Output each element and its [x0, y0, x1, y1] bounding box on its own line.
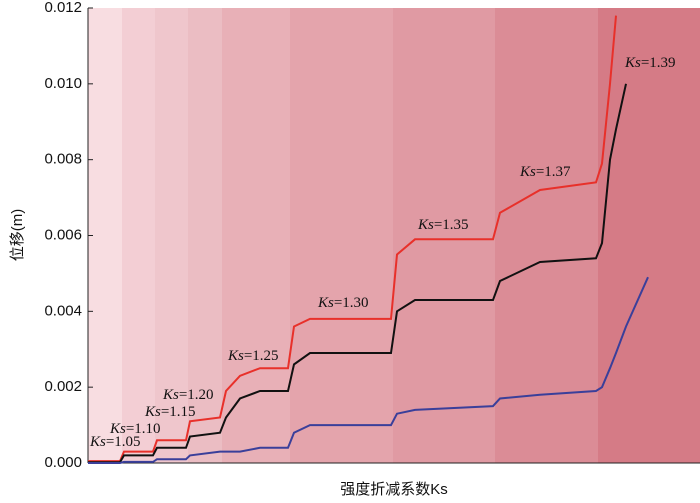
- y-tick-label: 0.000: [44, 454, 82, 471]
- band: [155, 8, 188, 463]
- band: [598, 8, 700, 463]
- annotation: Ks=1.35: [417, 217, 469, 233]
- annotation: Ks=1.20: [162, 387, 214, 403]
- y-axis-label: 位移(m): [9, 209, 26, 262]
- band: [122, 8, 155, 463]
- band: [188, 8, 222, 463]
- y-tick-label: 0.012: [44, 0, 82, 16]
- y-tick-label: 0.008: [44, 151, 82, 168]
- y-tick-label: 0.006: [44, 226, 82, 243]
- annotation: Ks=1.15: [144, 404, 196, 420]
- annotation: Ks=1.30: [317, 295, 369, 311]
- line: [88, 15, 617, 463]
- band: [222, 8, 290, 463]
- band: [290, 8, 393, 463]
- band: [495, 8, 598, 463]
- annotation: Ks=1.37: [519, 164, 571, 180]
- y-tick-label: 0.004: [44, 302, 82, 319]
- background: [88, 8, 700, 463]
- line: [88, 276, 649, 464]
- annotation: Ks=1.39: [624, 55, 676, 71]
- y-tick-label: 0.002: [44, 378, 82, 395]
- annotation: Ks=1.25: [227, 348, 279, 364]
- band: [393, 8, 495, 463]
- band: [88, 8, 122, 463]
- annotation: Ks=1.05: [89, 434, 141, 450]
- line: [88, 83, 627, 464]
- annotation: Ks=1.10: [109, 421, 161, 437]
- y-tick-label: 0.010: [44, 75, 82, 92]
- x-axis-label: 强度折减系数Ks: [340, 481, 448, 498]
